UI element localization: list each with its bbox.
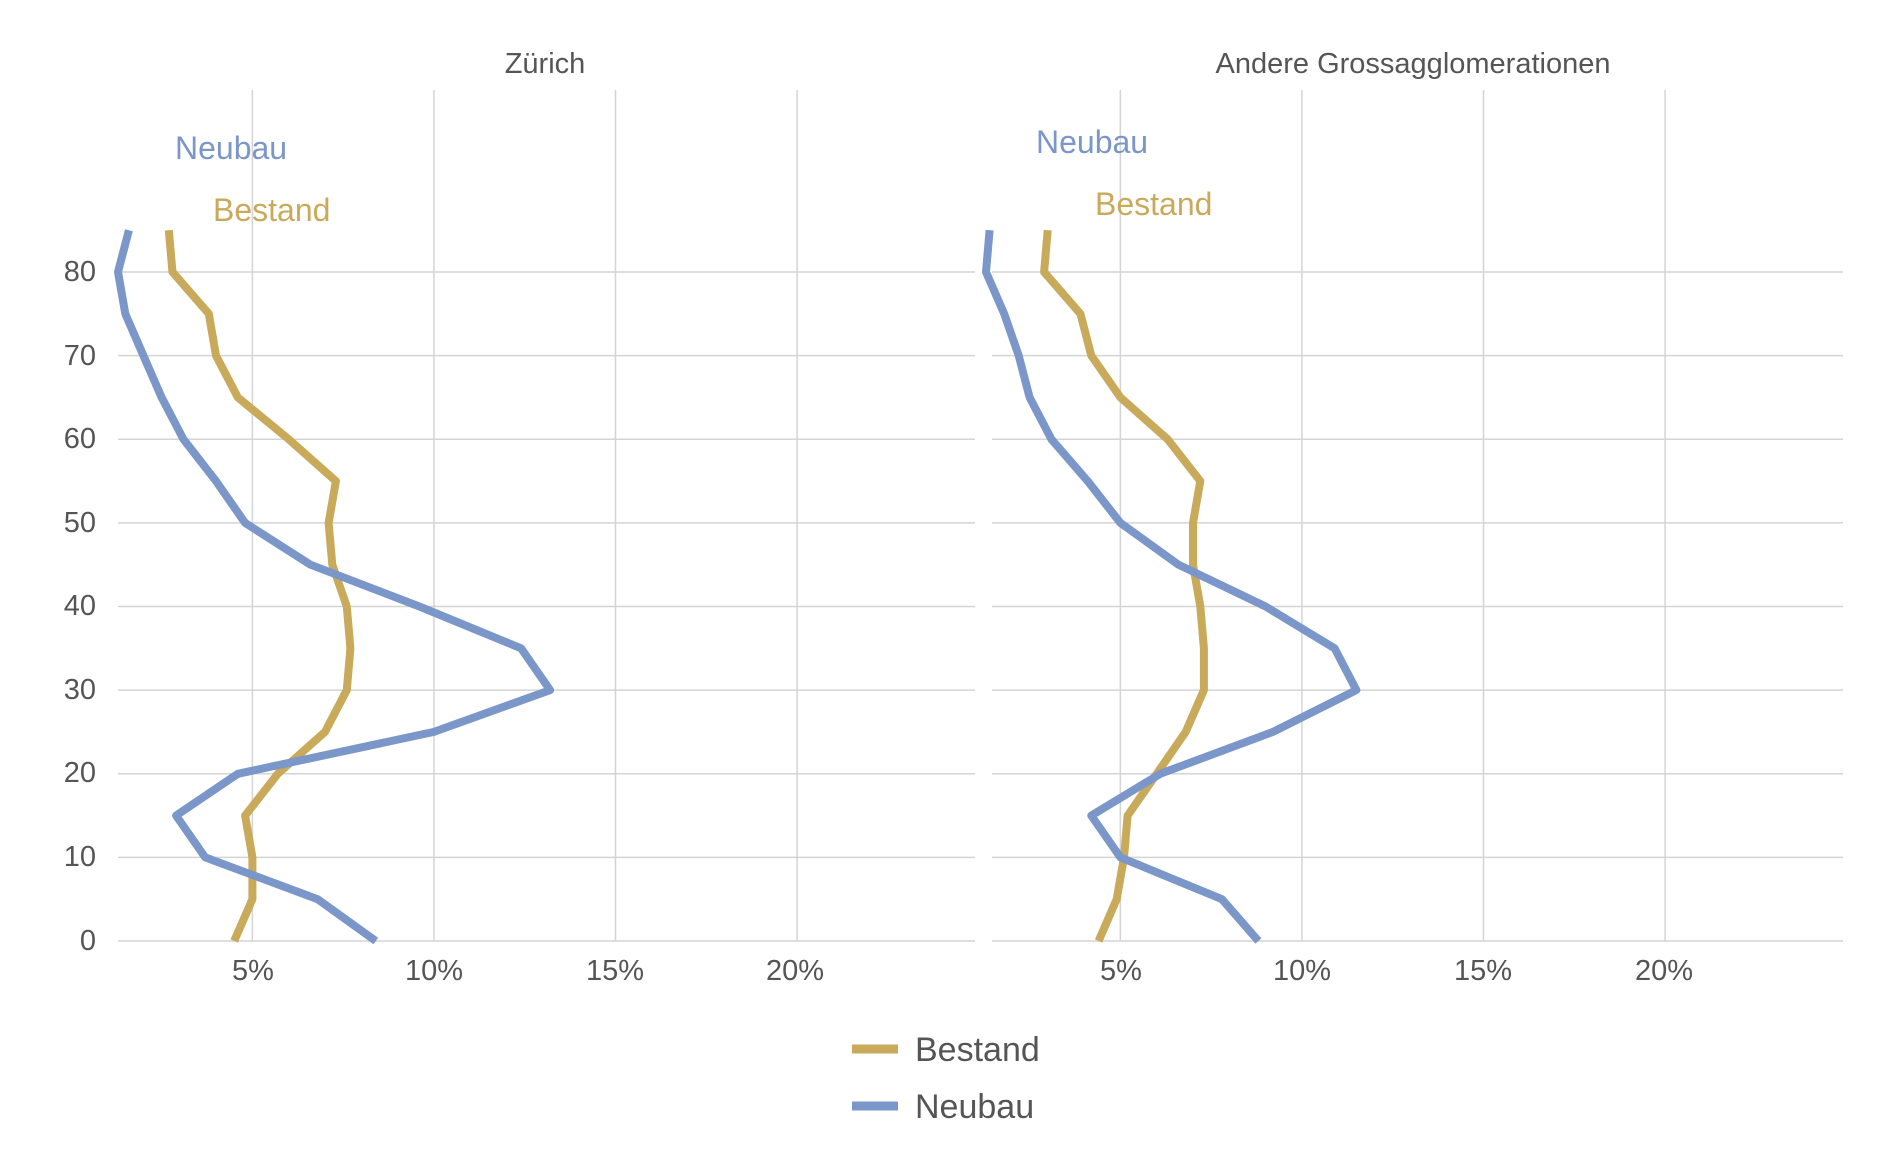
series-line-neubau [982,229,1361,944]
y-tick-label: 10 [64,841,96,873]
series-layer-andere [982,229,1361,944]
y-tick-label: 60 [64,423,96,455]
annotation-neubau: Neubau [1036,124,1148,160]
annotation-bestand: Bestand [213,192,330,228]
x-tick-label: 10% [405,955,463,987]
panel-zuerich: Zürich 80 70 60 50 40 30 20 10 0 5% 10% … [64,48,975,987]
annotation-neubau: Neubau [175,130,287,166]
legend-label-bestand: Bestand [915,1031,1040,1069]
x-tick-label: 5% [232,955,274,987]
x-tick-label: 5% [1100,955,1142,987]
x-tick-label: 20% [1635,955,1693,987]
panel-andere-grossagglomerationen: Andere Grossagglomerationen 5% 10% 15% 2… [982,48,1843,987]
x-tick-label: 10% [1273,955,1331,987]
series-line-bestand [1040,229,1208,943]
x-tick-label: 20% [766,955,824,987]
annotation-bestand: Bestand [1095,186,1212,222]
series-line-bestand [164,229,355,943]
series-layer-zuerich [114,229,555,945]
y-tick-label: 40 [64,590,96,622]
panel-title-andere: Andere Grossagglomerationen [1216,48,1611,80]
y-tick-label: 50 [64,507,96,539]
y-tick-label: 70 [64,340,96,372]
y-tick-label: 0 [80,925,96,957]
x-tick-label: 15% [1454,955,1512,987]
series-line-neubau [114,229,555,945]
legend-label-neubau: Neubau [915,1088,1034,1126]
y-tick-label: 20 [64,757,96,789]
grid-zuerich [118,90,975,942]
legend: Bestand Neubau [852,1031,1040,1126]
panel-title-zuerich: Zürich [505,48,586,80]
y-tick-label: 30 [64,674,96,706]
x-tick-label: 15% [586,955,644,987]
y-tick-label: 80 [64,256,96,288]
